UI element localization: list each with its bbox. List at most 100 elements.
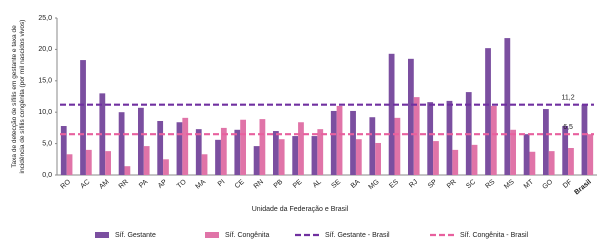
- x-tick-label: AL: [312, 179, 323, 190]
- bar: [105, 151, 111, 175]
- legend-item: Síf. Congênita - Brasil: [430, 232, 529, 239]
- bar: [413, 97, 420, 175]
- bar: [176, 122, 183, 175]
- y-tick-label: 15,0: [38, 78, 52, 85]
- y-tick-label: 20,0: [38, 46, 52, 53]
- bar: [201, 154, 208, 175]
- bar: [471, 144, 478, 175]
- x-tick-label: MT: [523, 178, 536, 190]
- bar: [446, 100, 453, 175]
- y-tick-label: 0,0: [42, 172, 52, 179]
- bar: [298, 122, 304, 175]
- x-tick-label: AC: [79, 179, 91, 191]
- bar: [394, 117, 401, 175]
- bar: [490, 105, 497, 175]
- legend-label: Síf. Congênita: [225, 232, 269, 239]
- bar: [163, 159, 169, 175]
- bar: [253, 146, 260, 175]
- bar: [99, 93, 106, 175]
- bar: [388, 53, 395, 175]
- x-tick-label: RJ: [408, 179, 419, 190]
- legend-label: Síf. Congênita - Brasil: [460, 232, 529, 239]
- bar: [350, 110, 356, 175]
- x-tick-label: MG: [368, 179, 381, 192]
- bar: [60, 126, 67, 175]
- x-tick-label: CE: [234, 178, 246, 190]
- bar: [240, 119, 246, 175]
- x-tick-label: Brasil: [573, 179, 592, 197]
- x-tick-label: PE: [292, 178, 304, 190]
- bar: [408, 58, 414, 175]
- x-tick-label: PR: [446, 179, 458, 191]
- bar: [317, 129, 324, 175]
- bar: [292, 136, 299, 175]
- x-tick-label: RO: [60, 178, 73, 190]
- bar: [195, 129, 202, 175]
- x-tick-label: TO: [176, 178, 188, 190]
- bar: [273, 131, 279, 175]
- bar: [85, 149, 92, 175]
- y-tick-label: 5,0: [42, 140, 52, 147]
- bar: [336, 105, 343, 175]
- bar: [548, 151, 555, 175]
- x-tick-label: PB: [273, 178, 285, 190]
- legend-item: Síf. Gestante - Brasil: [295, 232, 390, 239]
- bar: [427, 102, 434, 175]
- x-tick-label: BA: [350, 178, 362, 190]
- bar: [504, 38, 511, 175]
- bar: [118, 112, 125, 175]
- x-tick-label: DF: [562, 179, 574, 190]
- bar: [510, 129, 516, 175]
- bar: [234, 129, 241, 175]
- bar: [80, 60, 86, 175]
- bar: [485, 48, 491, 176]
- x-tick-label: PA: [138, 178, 150, 189]
- x-tick-label: MA: [195, 178, 208, 190]
- bar: [568, 147, 574, 175]
- y-tick-label: 10,0: [38, 109, 52, 116]
- x-tick-label: GO: [541, 178, 554, 191]
- bar: [355, 139, 362, 175]
- bar: [259, 119, 266, 175]
- x-tick-label: RS: [484, 178, 496, 190]
- x-tick-label: SP: [427, 178, 439, 190]
- x-tick-label: AP: [157, 178, 169, 190]
- bar: [433, 141, 439, 175]
- legend-item: Síf. Congênita: [205, 232, 269, 239]
- legend-label: Síf. Gestante: [115, 232, 156, 239]
- legend-item: Síf. Gestante: [95, 232, 156, 239]
- bar: [543, 109, 549, 175]
- bar: [220, 127, 227, 175]
- bar: [311, 136, 318, 175]
- x-tick-label: PI: [217, 179, 227, 189]
- bar: [375, 142, 381, 175]
- x-tick-label: RN: [253, 179, 265, 191]
- bar: [581, 104, 588, 175]
- legend-swatch: [205, 232, 219, 238]
- bar: [330, 110, 337, 175]
- bar: [215, 139, 221, 175]
- bar: [124, 166, 131, 175]
- bar: [66, 154, 73, 175]
- bar: [143, 146, 150, 175]
- x-tick-label: ES: [388, 178, 400, 190]
- bar: [157, 120, 164, 175]
- bar: [562, 126, 569, 175]
- bar: [182, 117, 189, 175]
- reference-label: 11,2: [562, 95, 575, 102]
- y-tick-label: 25,0: [38, 15, 52, 22]
- legend-label: Síf. Gestante - Brasil: [325, 232, 390, 239]
- bar: [278, 139, 285, 175]
- bar: [452, 149, 459, 175]
- y-axis-label: Taxa de detecção de sífilis em gestante …: [11, 20, 26, 174]
- x-tick-label: SC: [465, 179, 477, 191]
- bar: [523, 134, 530, 175]
- x-tick-label: RR: [118, 179, 130, 191]
- x-tick-label: SE: [330, 178, 342, 190]
- bar: [587, 134, 594, 175]
- reference-label: 6,5: [563, 124, 573, 131]
- x-tick-label: MS: [503, 178, 516, 190]
- x-axis-label: Unidade da Federação e Brasil: [252, 206, 349, 213]
- bar: [369, 117, 376, 175]
